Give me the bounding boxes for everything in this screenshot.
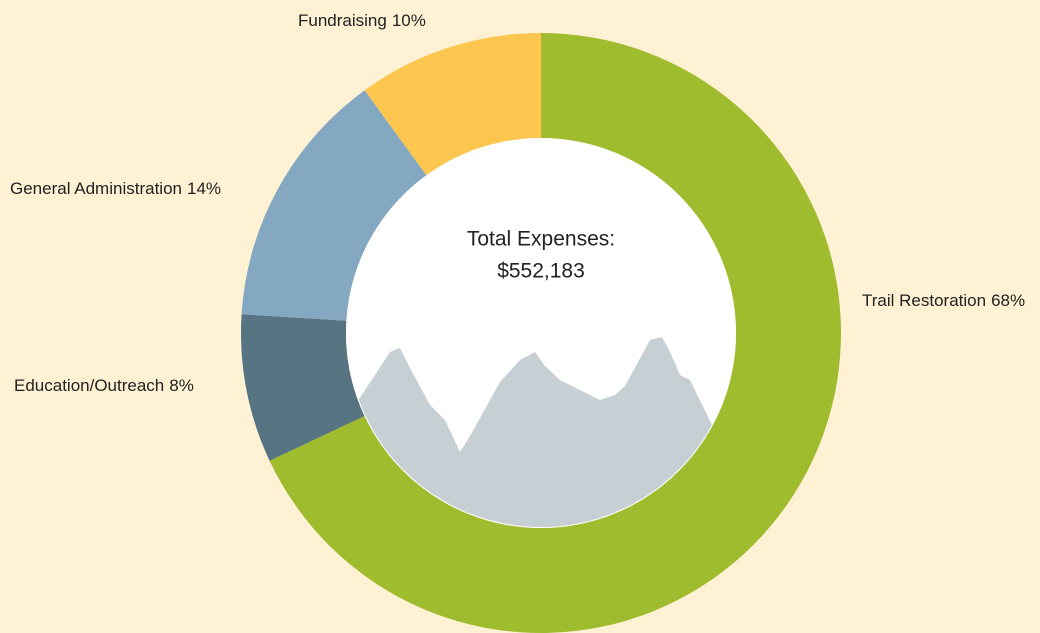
center-value: $552,183 (497, 260, 585, 283)
slice-label: Trail Restoration 68% (862, 291, 1025, 310)
slice-value-label: 10% (392, 11, 426, 30)
slice-label: Fundraising 10% (298, 11, 426, 30)
page: {"chart_data": {"type": "donut", "catego… (0, 0, 1040, 633)
slice-value-label: 68% (991, 291, 1025, 310)
slice-category: Education/Outreach (14, 376, 164, 395)
chart: Total Expenses: $552,183 Trail Restorati… (0, 0, 1040, 633)
slice-value-label: 14% (187, 179, 221, 198)
slice-category: Trail Restoration (862, 291, 986, 310)
slice-label: General Administration 14% (10, 179, 221, 198)
slice-value-label: 8% (169, 376, 194, 395)
slice-label: Education/Outreach 8% (14, 376, 194, 395)
center-label: Total Expenses: (467, 228, 615, 251)
slice-category: Fundraising (298, 11, 387, 30)
slice-category: General Administration (10, 179, 182, 198)
